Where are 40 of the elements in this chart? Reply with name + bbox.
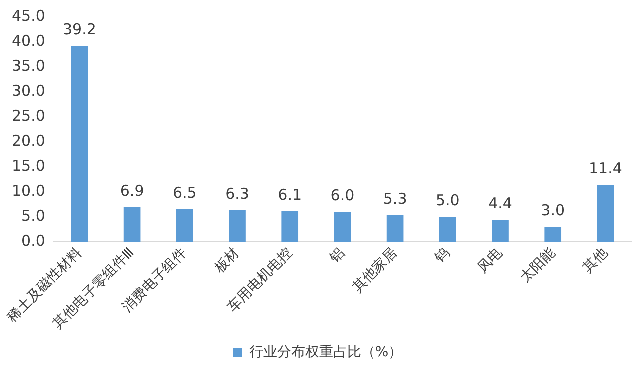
bar <box>229 210 246 242</box>
legend-label: 行业分布权重占比（%） <box>249 344 403 361</box>
bar <box>597 185 614 242</box>
data-label: 6.0 <box>330 186 355 204</box>
y-tick-label: 10.0 <box>12 182 46 200</box>
data-label: 5.3 <box>383 190 408 208</box>
y-tick-label: 45.0 <box>12 6 46 25</box>
bar <box>334 212 352 242</box>
y-tick-label: 20.0 <box>12 132 46 150</box>
y-tick-label: 5.0 <box>22 206 46 225</box>
bar <box>176 210 194 242</box>
data-label: 3.0 <box>541 201 566 220</box>
x-tick-label: 其他 <box>580 245 612 276</box>
y-tick-label: 30.0 <box>12 82 46 100</box>
x-tick-label: 钨 <box>431 245 454 267</box>
x-tick-label: 太阳能 <box>517 245 559 286</box>
bar <box>71 46 88 242</box>
bar <box>282 212 299 242</box>
data-label: 6.5 <box>172 184 197 202</box>
data-label: 11.4 <box>588 159 622 178</box>
x-tick-label: 其他家居 <box>350 245 401 296</box>
x-tick-label: 板材 <box>211 245 243 277</box>
x-tick-label: 铝 <box>326 245 348 267</box>
y-tick-label: 25.0 <box>12 106 46 125</box>
bar <box>492 220 509 242</box>
data-label: 39.2 <box>62 20 96 38</box>
bar <box>124 208 141 242</box>
data-label: 6.3 <box>226 184 250 203</box>
y-tick-label: 0.0 <box>22 232 46 250</box>
data-label: 6.1 <box>278 186 302 204</box>
data-label: 4.4 <box>488 194 512 212</box>
y-tick-label: 15.0 <box>12 156 46 175</box>
y-tick-label: 35.0 <box>12 56 46 75</box>
data-label: 5.0 <box>436 191 460 210</box>
bar <box>386 216 404 242</box>
y-tick-label: 40.0 <box>12 32 46 50</box>
data-label: 6.9 <box>120 182 144 200</box>
bar <box>439 217 456 242</box>
x-tick-label: 风电 <box>474 245 506 276</box>
bar <box>544 227 562 242</box>
